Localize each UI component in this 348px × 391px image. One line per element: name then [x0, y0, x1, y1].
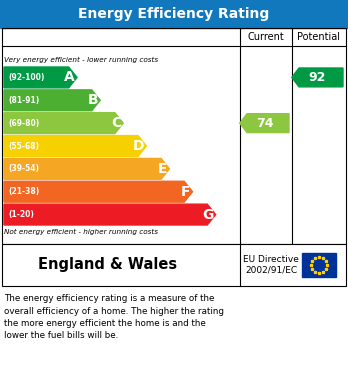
Polygon shape	[292, 68, 343, 87]
Text: (55-68): (55-68)	[8, 142, 39, 151]
Bar	[2, 244, 346, 286]
Bar	[0, 0, 348, 28]
Polygon shape	[4, 158, 169, 179]
Text: Very energy efficient - lower running costs: Very energy efficient - lower running co…	[4, 57, 158, 63]
Text: Energy Efficiency Rating: Energy Efficiency Rating	[78, 7, 270, 21]
Polygon shape	[4, 67, 77, 88]
Text: (81-91): (81-91)	[8, 96, 39, 105]
Polygon shape	[4, 204, 216, 225]
Bar	[2, 28, 346, 244]
Polygon shape	[4, 90, 100, 111]
Text: (21-38): (21-38)	[8, 187, 39, 196]
Text: EU Directive
2002/91/EC: EU Directive 2002/91/EC	[243, 255, 299, 275]
Text: (92-100): (92-100)	[8, 73, 45, 82]
Text: D: D	[133, 139, 144, 153]
Text: A: A	[64, 70, 75, 84]
Text: G: G	[202, 208, 214, 222]
Polygon shape	[4, 136, 146, 156]
Text: E: E	[158, 162, 167, 176]
Bar	[302, 253, 336, 277]
Text: C: C	[111, 116, 121, 130]
Text: The energy efficiency rating is a measure of the
overall efficiency of a home. T: The energy efficiency rating is a measur…	[4, 294, 224, 341]
Text: Not energy efficient - higher running costs: Not energy efficient - higher running co…	[4, 229, 158, 235]
Text: 92: 92	[309, 71, 326, 84]
Polygon shape	[4, 181, 192, 202]
Text: B: B	[87, 93, 98, 107]
Text: England & Wales: England & Wales	[38, 258, 177, 273]
Text: (1-20): (1-20)	[8, 210, 34, 219]
Text: Potential: Potential	[298, 32, 340, 42]
Text: (69-80): (69-80)	[8, 118, 39, 127]
Polygon shape	[4, 113, 123, 134]
Text: (39-54): (39-54)	[8, 164, 39, 173]
Text: Current: Current	[248, 32, 284, 42]
Text: 74: 74	[256, 117, 273, 130]
Text: F: F	[181, 185, 190, 199]
Polygon shape	[240, 114, 289, 133]
